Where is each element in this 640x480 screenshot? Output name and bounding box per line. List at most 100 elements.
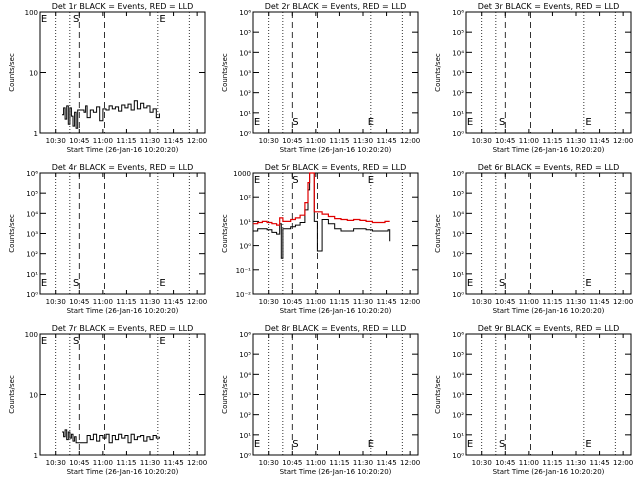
marker-e-right: E bbox=[368, 439, 374, 450]
x-tick-label: 10:45 bbox=[282, 137, 302, 145]
marker-s: S bbox=[292, 175, 298, 186]
x-tick-label: 11:30 bbox=[353, 459, 373, 467]
x-axis-label: Start Time (26-Jan-16 10:20:20) bbox=[67, 468, 179, 476]
x-tick-label: 11:45 bbox=[589, 459, 609, 467]
x-tick-label: 10:30 bbox=[259, 459, 279, 467]
plot-frame bbox=[39, 172, 206, 295]
x-tick-label: 10:45 bbox=[495, 298, 515, 306]
plot-frame bbox=[252, 333, 419, 456]
x-axis-label: Start Time (26-Jan-16 10:20:20) bbox=[280, 146, 392, 154]
x-tick-label: 11:45 bbox=[589, 298, 609, 306]
marker-s: S bbox=[73, 278, 79, 289]
y-tick-label: 10⁰ bbox=[26, 291, 38, 299]
marker-e-right: E bbox=[159, 278, 165, 289]
x-axis-label: Start Time (26-Jan-16 10:20:20) bbox=[493, 468, 605, 476]
plot-frame bbox=[252, 11, 419, 134]
y-tick-label: 10⁶ bbox=[239, 331, 251, 339]
x-tick-label: 10:45 bbox=[69, 298, 89, 306]
x-tick-label: 12:00 bbox=[187, 298, 207, 306]
y-tick-label: 10⁰ bbox=[452, 452, 464, 460]
y-axis-label: Counts/sec bbox=[221, 53, 229, 92]
y-tick-label: 10⁶ bbox=[239, 9, 251, 17]
y-tick-label: 10² bbox=[239, 90, 251, 98]
panel-title: Det 8r BLACK = Events, RED = LLD bbox=[265, 324, 407, 333]
y-tick-label: 10⁻¹ bbox=[236, 267, 252, 275]
y-tick-label: 10⁵ bbox=[452, 29, 464, 37]
x-tick-label: 10:45 bbox=[495, 459, 515, 467]
y-tick-label: 10⁰ bbox=[239, 130, 251, 138]
marker-e-left: E bbox=[254, 175, 260, 186]
y-tick-label: 1 bbox=[34, 452, 38, 460]
y-tick-label: 10⁰ bbox=[239, 452, 251, 460]
x-tick-label: 10:45 bbox=[282, 298, 302, 306]
x-tick-label: 11:00 bbox=[93, 459, 113, 467]
y-axis-label: Counts/sec bbox=[8, 214, 16, 253]
y-tick-label: 10¹ bbox=[239, 218, 251, 226]
y-tick-label: 10⁴ bbox=[452, 371, 464, 379]
x-tick-label: 11:00 bbox=[306, 137, 326, 145]
marker-e-left: E bbox=[467, 439, 473, 450]
y-tick-label: 10⁶ bbox=[452, 331, 464, 339]
x-tick-label: 11:00 bbox=[306, 459, 326, 467]
y-tick-label: 10⁰ bbox=[452, 291, 464, 299]
x-tick-label: 11:15 bbox=[542, 137, 562, 145]
x-tick-label: 11:00 bbox=[306, 298, 326, 306]
panel-det-2: Det 2r BLACK = Events, RED = LLD 10⁰ 10¹ 10… bbox=[221, 2, 420, 154]
y-tick-label: 10⁰ bbox=[452, 130, 464, 138]
x-tick-label: 12:00 bbox=[613, 298, 633, 306]
x-tick-label: 11:15 bbox=[116, 298, 136, 306]
panel-det-1: Det 1r BLACK = Events, RED = LLD 1 10 100 Co… bbox=[8, 2, 207, 154]
y-tick-label: 10¹ bbox=[239, 432, 251, 440]
x-tick-label: 12:00 bbox=[400, 137, 420, 145]
plot-frame bbox=[465, 172, 632, 295]
panel-title: Det 7r BLACK = Events, RED = LLD bbox=[52, 324, 194, 333]
x-tick-label: 11:15 bbox=[329, 137, 349, 145]
y-axis-label: Counts/sec bbox=[434, 214, 442, 253]
panel-det-7: Det 7r BLACK = Events, RED = LLD 1 10 100 Co… bbox=[8, 324, 207, 476]
x-tick-label: 11:45 bbox=[376, 298, 396, 306]
y-tick-label: 100 bbox=[25, 331, 38, 339]
x-tick-label: 11:30 bbox=[140, 298, 160, 306]
y-tick-label: 10¹ bbox=[452, 271, 464, 279]
x-tick-label: 11:30 bbox=[353, 298, 373, 306]
y-axis-label: Counts/sec bbox=[8, 375, 16, 414]
y-tick-label: 10 bbox=[29, 70, 38, 78]
marker-e-right: E bbox=[585, 278, 591, 289]
panel-det-8: Det 8r BLACK = Events, RED = LLD 10⁰ 10¹ 10… bbox=[221, 324, 420, 476]
y-tick-label: 10⁵ bbox=[26, 190, 38, 198]
y-tick-label: 10² bbox=[239, 194, 251, 202]
x-tick-label: 10:45 bbox=[69, 137, 89, 145]
y-tick-label: 100 bbox=[25, 9, 38, 17]
x-tick-label: 11:30 bbox=[566, 459, 586, 467]
y-tick-label: 10⁴ bbox=[26, 210, 38, 218]
plot-frame bbox=[465, 333, 632, 456]
panel-title: Det 5r BLACK = Events, RED = LLD bbox=[265, 163, 407, 172]
y-tick-label: 10² bbox=[239, 412, 251, 420]
y-tick-label: 10⁴ bbox=[239, 49, 251, 57]
y-axis-label: Counts/sec bbox=[434, 375, 442, 414]
panel-det-6: Det 6r BLACK = Events, RED = LLD 10⁰ 10¹ 10… bbox=[434, 163, 633, 315]
y-axis-label: Counts/sec bbox=[434, 53, 442, 92]
x-tick-label: 11:30 bbox=[140, 459, 160, 467]
x-tick-label: 10:30 bbox=[259, 298, 279, 306]
x-tick-label: 11:00 bbox=[519, 137, 539, 145]
x-tick-label: 11:00 bbox=[93, 137, 113, 145]
x-tick-label: 11:00 bbox=[93, 298, 113, 306]
y-tick-label: 10² bbox=[452, 251, 464, 259]
x-tick-label: 10:30 bbox=[46, 137, 66, 145]
x-axis-label: Start Time (26-Jan-16 10:20:20) bbox=[67, 307, 179, 315]
marker-e-right: E bbox=[585, 439, 591, 450]
x-tick-label: 12:00 bbox=[187, 137, 207, 145]
marker-e-left: E bbox=[467, 278, 473, 289]
y-tick-label: 10⁵ bbox=[452, 190, 464, 198]
y-tick-label: 10⁶ bbox=[452, 9, 464, 17]
marker-e-left: E bbox=[254, 117, 260, 128]
plot-frame bbox=[252, 172, 419, 295]
marker-s: S bbox=[73, 14, 79, 25]
panel-title: Det 4r BLACK = Events, RED = LLD bbox=[52, 163, 194, 172]
y-tick-label: 10³ bbox=[239, 70, 251, 78]
y-tick-label: 10³ bbox=[452, 70, 464, 78]
marker-e-left: E bbox=[41, 336, 47, 347]
marker-e-right: E bbox=[159, 14, 165, 25]
